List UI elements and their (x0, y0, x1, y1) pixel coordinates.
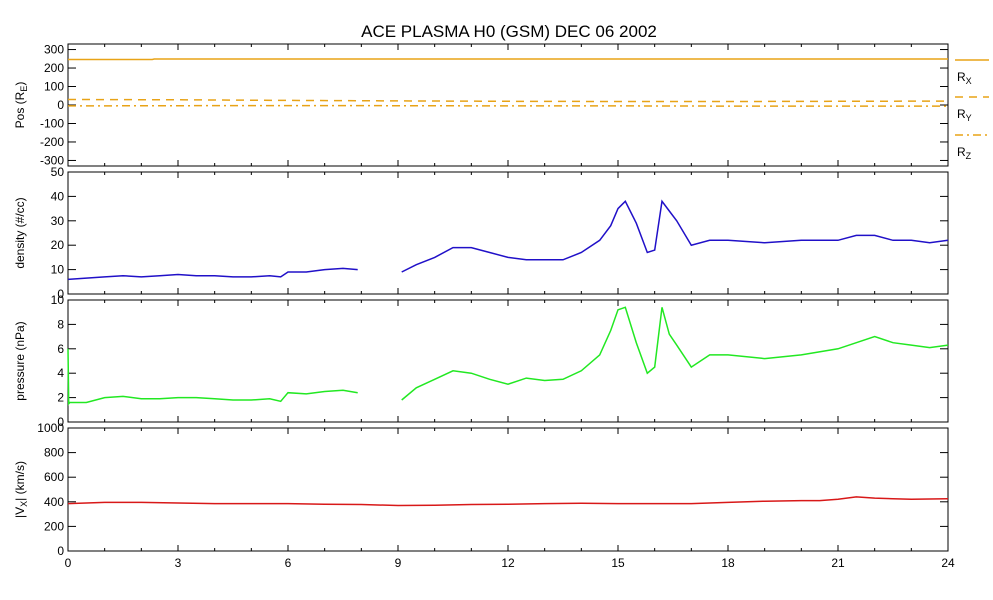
x-tick-label: 15 (611, 556, 625, 570)
chart-title: ACE PLASMA H0 (GSM) DEC 06 2002 (361, 22, 657, 41)
velocity-ytick-label: 200 (44, 519, 64, 533)
velocity-panel: 0 200 400 600 800 1000 |VX| (km/s) (13, 421, 949, 558)
position-ytick-label: -300 (40, 153, 64, 167)
velocity-ytick-label: 400 (44, 495, 64, 509)
velocity-ytick-label: 0 (57, 544, 64, 558)
density-ytick-label: 20 (51, 238, 65, 252)
x-tick-label: 3 (175, 556, 182, 570)
velocity-ytick-label: 1000 (37, 421, 64, 435)
x-tick-labels: 0 3 6 9 12 15 18 21 24 (65, 556, 955, 570)
density-series (401, 199, 949, 273)
pressure-ytick-label: 8 (57, 317, 64, 331)
pressure-ytick-label: 10 (51, 293, 65, 307)
position-panel: 300 200 100 0 -100 -200 -300 Pos (RE) RX RY RZ (13, 43, 989, 167)
density-ytick-label: 10 (51, 263, 65, 277)
position-series-ry (67, 98, 949, 103)
pressure-panel: 0 2 4 6 8 10 pressure (nPa) (13, 293, 949, 429)
pressure-ytick-label: 6 (57, 342, 64, 356)
velocity-ylabel: |VX| (km/s) (13, 461, 29, 518)
density-ytick-label: 50 (51, 165, 65, 179)
position-ytick-label: -200 (40, 135, 64, 149)
density-ytick-label: 0 (57, 287, 64, 301)
pressure-series (67, 348, 358, 406)
density-ylabel: density (#/cc) (13, 197, 27, 268)
legend-label-ry: RY (957, 107, 972, 123)
position-ytick-label: 100 (44, 80, 64, 94)
density-ytick-label: 40 (51, 189, 65, 203)
x-tick-label: 24 (941, 556, 955, 570)
density-ytick-label: 30 (51, 214, 65, 228)
density-series (67, 267, 358, 281)
position-series-rz (67, 104, 948, 107)
position-series-rx (68, 58, 948, 61)
x-tick-label: 21 (831, 556, 845, 570)
velocity-ytick-label: 800 (44, 446, 64, 460)
position-ytick-label: 300 (44, 43, 64, 57)
legend-label-rx: RX (957, 70, 972, 86)
legend-label-rz: RZ (957, 145, 972, 161)
position-ytick-label: 200 (44, 61, 64, 75)
x-tick-label: 6 (285, 556, 292, 570)
position-ytick-label: 0 (57, 98, 64, 112)
pressure-ytick-label: 4 (57, 366, 64, 380)
pressure-ytick-label: 0 (57, 415, 64, 429)
position-ytick-label: -100 (40, 116, 64, 130)
pressure-ytick-label: 2 (57, 391, 64, 405)
position-ylabel: Pos (RE) (13, 82, 29, 129)
velocity-series (67, 496, 949, 507)
density-panel: 0 10 20 30 40 50 density (#/cc) (13, 165, 949, 301)
pressure-series (401, 306, 949, 401)
x-tick-label: 12 (501, 556, 515, 570)
velocity-ytick-label: 600 (44, 470, 64, 484)
x-tick-label: 0 (65, 556, 72, 570)
pressure-ylabel: pressure (nPa) (13, 321, 27, 400)
x-tick-label: 18 (721, 556, 735, 570)
x-tick-label: 9 (395, 556, 402, 570)
